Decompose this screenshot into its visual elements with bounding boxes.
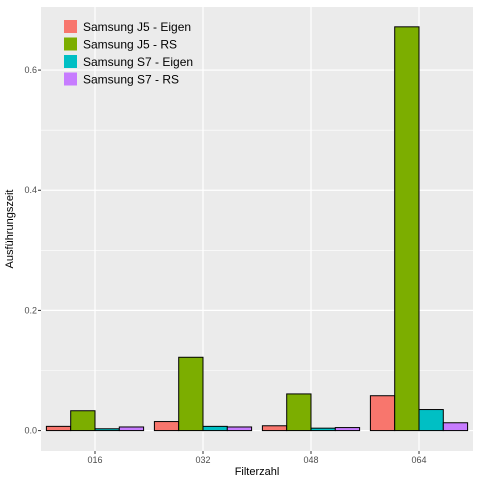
bar <box>178 356 204 432</box>
legend: Samsung J5 - Eigen Samsung J5 - RS Samsung… <box>64 20 193 87</box>
bar <box>226 426 253 432</box>
legend-swatch <box>64 55 77 68</box>
y-axis-title: Ausführungszeit <box>4 190 16 269</box>
bar <box>394 26 420 432</box>
bar <box>286 393 312 432</box>
bars <box>45 26 469 432</box>
x-tick-label: 032 <box>195 455 210 465</box>
bar <box>334 427 361 432</box>
bar <box>45 425 72 432</box>
bar <box>118 426 145 432</box>
bar <box>369 395 396 432</box>
x-tick-label: 064 <box>411 455 426 465</box>
y-tick-label: 0.0 <box>24 426 37 436</box>
x-axis-ticks: 016 032 048 064 <box>87 451 427 465</box>
bar <box>310 427 336 432</box>
x-tick-label: 048 <box>303 455 318 465</box>
legend-swatch <box>64 72 77 86</box>
bar <box>418 409 444 432</box>
legend-swatch <box>64 37 77 51</box>
x-tick-label: 016 <box>87 455 102 465</box>
legend-label: Samsung J5 - Eigen <box>83 20 191 34</box>
x-axis-title: Filterzahl <box>235 466 280 478</box>
bar <box>70 410 96 432</box>
bar <box>94 428 120 432</box>
y-axis-ticks: 0.0 0.2 0.4 0.6 <box>24 65 41 436</box>
y-tick-label: 0.2 <box>24 305 37 315</box>
bar <box>442 422 469 432</box>
legend-label: Samsung J5 - RS <box>83 38 177 52</box>
y-tick-label: 0.4 <box>24 185 37 195</box>
bar <box>202 425 228 432</box>
bar <box>261 425 288 432</box>
legend-label: Samsung S7 - RS <box>83 73 179 87</box>
legend-swatch <box>64 20 77 33</box>
bar <box>153 421 180 432</box>
legend-label: Samsung S7 - Eigen <box>83 55 193 69</box>
y-tick-label: 0.6 <box>24 65 37 75</box>
